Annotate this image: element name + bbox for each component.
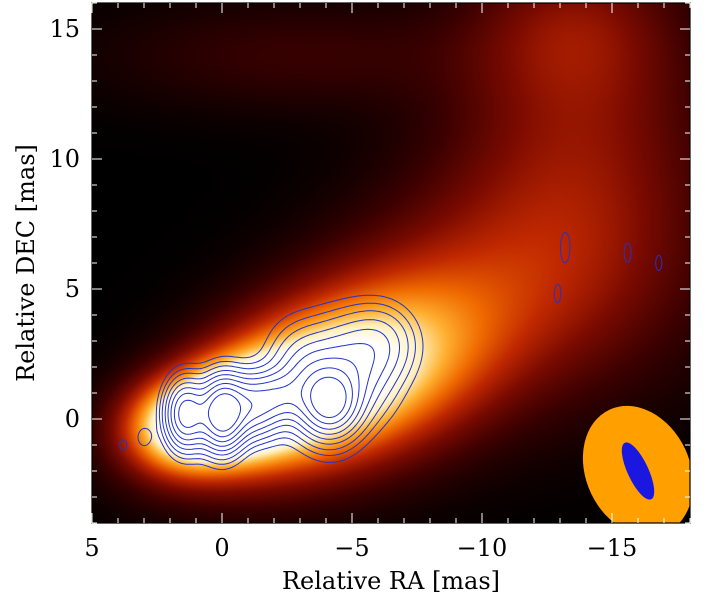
contour-level (158, 302, 416, 465)
contour-level (178, 367, 353, 438)
contour-level (167, 328, 391, 452)
x-tick-label: −5 (334, 534, 369, 562)
x-tick-label: −15 (587, 534, 638, 562)
x-tick-label: 0 (214, 534, 229, 562)
x-axis-label: Relative RA [mas] (282, 567, 500, 595)
x-tick-label: 5 (84, 534, 99, 562)
contour-level (161, 310, 409, 461)
plot-area (91, 2, 691, 524)
contour-level (170, 343, 375, 447)
contour-level (164, 319, 400, 456)
beam-ellipse-small (621, 442, 655, 500)
x-axis-ticks: 5 0 −5 −10 −15 (84, 3, 691, 562)
y-axis-ticks: 0 5 10 15 (49, 2, 690, 524)
y-tick-label: 5 (65, 275, 80, 303)
contour-level (173, 357, 360, 443)
contour-level (207, 376, 347, 432)
y-tick-label: 10 (49, 145, 80, 173)
y-tick-label: 15 (49, 15, 80, 43)
beam-ellipses (582, 405, 690, 523)
contour-level (119, 231, 663, 471)
contour-overlay (119, 231, 663, 471)
x-tick-label: −10 (457, 534, 508, 562)
y-axis-label: Relative DEC [mas] (12, 144, 40, 382)
y-tick-label: 0 (65, 405, 80, 433)
